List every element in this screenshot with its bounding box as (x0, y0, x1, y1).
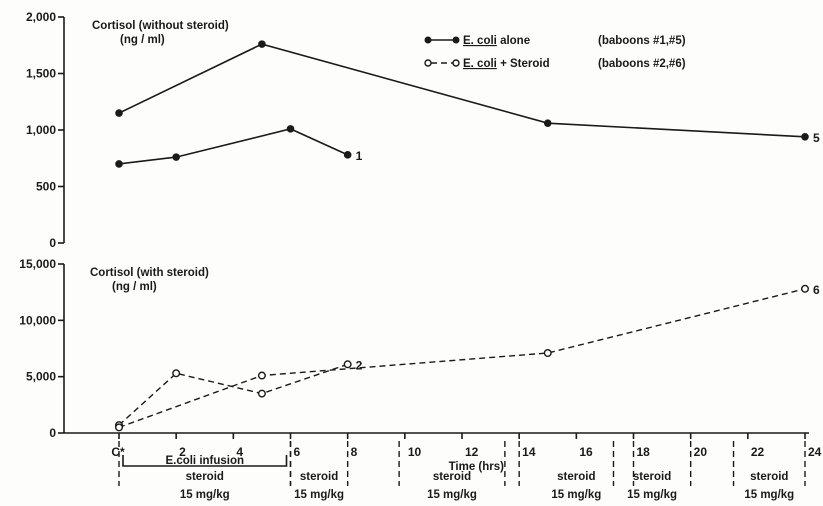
x-tick-label: 24 (808, 445, 822, 459)
series-6-point (543, 349, 552, 358)
legend-marker (424, 59, 432, 67)
series-1-point (343, 151, 352, 159)
legend-label-rest: alone (497, 35, 530, 47)
legend-label: E. coli + Steroid (463, 58, 550, 70)
series-1-line (118, 128, 349, 165)
legend-label-rest: + Steroid (497, 58, 550, 70)
legend-entry-1: E. coli alone (baboons #1,#5) (424, 35, 686, 47)
x-tick-label: 10 (408, 445, 422, 459)
series-6-label: 6 (813, 283, 820, 297)
steroid-dose-label: steroid (186, 471, 224, 483)
legend-label-underlined: E. coli (463, 35, 497, 47)
series-1-point (115, 160, 123, 168)
top-y-tick-label: 2,000 (26, 10, 56, 24)
steroid-dose-1: steroid 15 mg/kg (118, 441, 292, 501)
bottom-panel-unit: (ng / ml) (112, 281, 157, 293)
steroid-dose-amount: 15 mg/kg (180, 489, 230, 501)
bottom-y-tick-label: 5,000 (26, 370, 56, 384)
x-tick-label: 14 (522, 445, 536, 459)
steroid-dose-label: steroid (557, 471, 595, 483)
x-tick-label: 18 (637, 445, 651, 459)
series-5-label: 5 (813, 131, 820, 145)
steroid-dose-amount: 15 mg/kg (294, 489, 344, 501)
bottom-y-tick-label: 10,000 (19, 313, 56, 327)
steroid-dose-label: steroid (750, 471, 788, 483)
top-y-tick-label: 500 (36, 180, 56, 194)
series-5-point (258, 40, 266, 48)
steroid-dose-label: steroid (633, 471, 671, 483)
steroid-dose-amount: 15 mg/kg (551, 489, 601, 501)
steroid-dose-2: steroid 15 mg/kg (289, 441, 349, 501)
steroid-dose-label: steroid (433, 471, 471, 483)
series-1-point (286, 125, 295, 133)
legend-marker (424, 36, 432, 44)
top-y-tick-label: 1,500 (26, 67, 56, 81)
legend-marker (452, 36, 460, 44)
x-tick-label: 22 (751, 445, 765, 459)
steroid-dose-6: steroid 15 mg/kg (732, 441, 806, 501)
series-2-label: 2 (356, 358, 363, 372)
series-1-label: 1 (356, 149, 363, 163)
series-2-line (118, 363, 348, 426)
series-6-point (114, 423, 123, 432)
bottom-y-tick-label: 0 (49, 426, 56, 440)
series-5-line (118, 43, 806, 138)
x-tick-label: 16 (579, 445, 593, 459)
series-6-point (257, 371, 266, 380)
steroid-dose-3: steroid 15 mg/kg (398, 441, 506, 501)
top-panel-unit: (ng / ml) (120, 34, 165, 46)
bottom-y-tick-label: 15,000 (19, 257, 56, 271)
series-2-point (343, 360, 352, 369)
x-tick-label: 12 (465, 445, 479, 459)
steroid-dose-amount: 15 mg/kg (744, 489, 794, 501)
legend-note: (baboons #2,#6) (598, 58, 686, 70)
series-1-point (172, 153, 180, 161)
legend-marker (452, 59, 460, 67)
x-tick-label: 4 (236, 445, 243, 459)
steroid-dose-label: steroid (300, 471, 338, 483)
series-2-point (172, 369, 181, 378)
series-5-point (543, 119, 552, 128)
steroid-dose-5: steroid 15 mg/kg (612, 441, 692, 501)
infusion-bracket (122, 455, 288, 467)
legend-label-underlined: E. coli (463, 58, 497, 70)
legend-entry-2: E. coli + Steroid (baboons #2,#6) (424, 58, 686, 70)
top-y-tick-label: 0 (49, 236, 56, 250)
series-6-line (118, 288, 806, 429)
top-panel-title: Cortisol (without steroid) (92, 20, 229, 32)
x-tick-label: 8 (351, 445, 358, 459)
series-2-point (257, 389, 266, 398)
steroid-dose-amount: 15 mg/kg (427, 489, 477, 501)
series-5-point (801, 132, 809, 141)
steroid-dose-4: steroid 15 mg/kg (518, 441, 635, 501)
x-tick-label: 6 (294, 445, 301, 459)
infusion-label: E.coli infusion (165, 455, 244, 467)
series-6-point (801, 284, 810, 293)
top-y-tick-label: 1,000 (26, 123, 56, 137)
series-5-point (115, 109, 123, 117)
x-tick-label: 20 (694, 445, 708, 459)
x-tick-label: C* (111, 445, 125, 459)
x-tick-label: 2 (179, 445, 186, 459)
steroid-dose-amount: 15 mg/kg (627, 489, 677, 501)
bottom-panel-title: Cortisol (with steroid) (90, 267, 209, 279)
legend-label: E. coli alone (463, 35, 530, 47)
legend-note: (baboons #1,#5) (598, 35, 686, 47)
x-axis-title: Time (hrs) (449, 461, 505, 473)
